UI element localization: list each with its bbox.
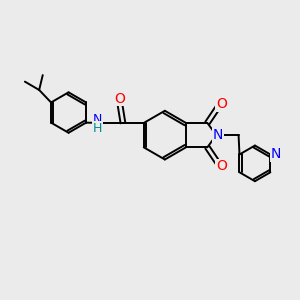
Text: N: N xyxy=(213,128,223,142)
Text: O: O xyxy=(216,97,227,111)
Text: O: O xyxy=(216,159,227,173)
Text: H: H xyxy=(93,122,102,135)
Text: N: N xyxy=(271,148,281,161)
Text: N: N xyxy=(93,113,102,126)
Text: O: O xyxy=(114,92,125,106)
